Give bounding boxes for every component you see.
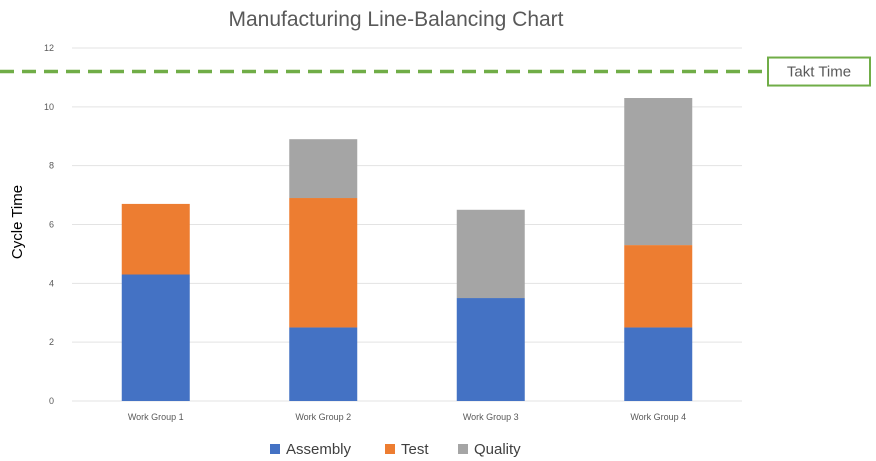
chart-title: Manufacturing Line-Balancing Chart	[228, 8, 563, 31]
legend-label-quality: Quality	[474, 441, 521, 458]
bars	[121, 98, 693, 401]
bar-quality	[456, 209, 525, 299]
legend-label-test: Test	[401, 441, 429, 458]
y-axis-ticks: 0 2 4 6 8 10 12	[44, 43, 54, 406]
legend-swatch-assembly	[270, 444, 280, 454]
x-axis-ticks: Work Group 1 Work Group 2 Work Group 3 Work…	[128, 412, 686, 422]
y-tick-label: 2	[49, 337, 54, 347]
y-tick-label: 12	[44, 43, 54, 53]
bar-quality	[289, 139, 358, 199]
takt-time-line: Takt Time	[0, 56, 871, 87]
bar-test	[289, 198, 358, 328]
x-tick-label: Work Group 3	[463, 412, 519, 422]
legend-swatch-quality	[458, 444, 468, 454]
y-tick-label: 0	[49, 396, 54, 406]
y-tick-label: 10	[44, 102, 54, 112]
bar-assembly	[121, 274, 190, 401]
bar-assembly	[456, 298, 525, 401]
bar-test	[624, 245, 693, 328]
takt-time-label: Takt Time	[787, 64, 851, 81]
bar-quality	[624, 98, 693, 246]
x-tick-label: Work Group 2	[295, 412, 351, 422]
takt-time-label-box	[767, 56, 871, 87]
bar-test	[121, 203, 190, 275]
legend-label-assembly: Assembly	[286, 441, 352, 458]
x-tick-label: Work Group 1	[128, 412, 184, 422]
bar-assembly	[289, 327, 358, 401]
y-tick-label: 6	[49, 220, 54, 230]
y-tick-label: 4	[49, 278, 54, 288]
y-axis-label: Cycle Time	[9, 185, 26, 259]
legend: Assembly Test Quality	[270, 441, 521, 458]
legend-swatch-test	[385, 444, 395, 454]
x-tick-label: Work Group 4	[630, 412, 686, 422]
bar-assembly	[624, 327, 693, 401]
y-tick-label: 8	[49, 161, 54, 171]
